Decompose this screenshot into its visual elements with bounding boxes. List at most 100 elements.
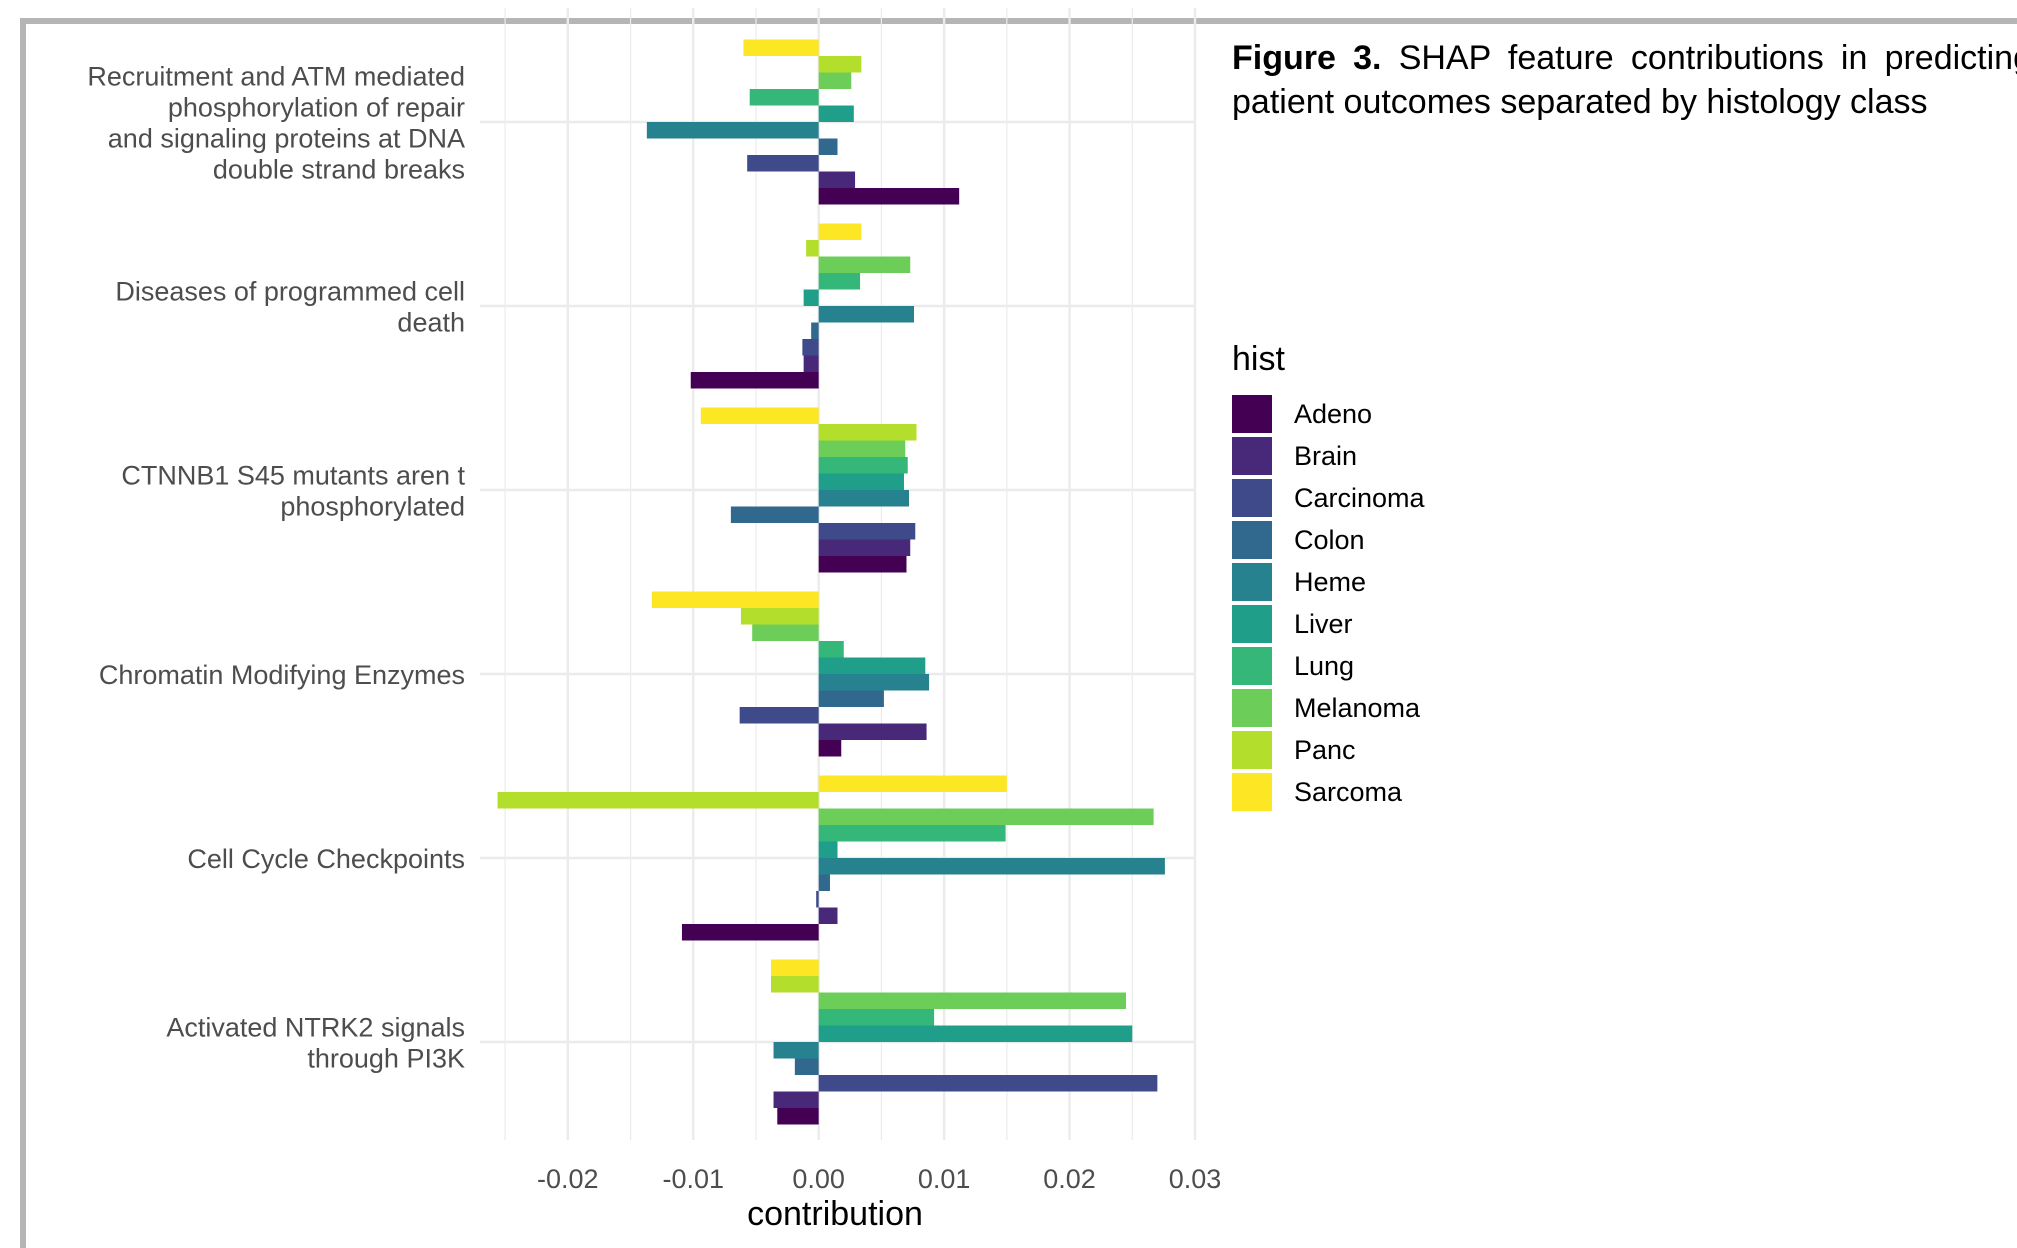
category-label-line: and signaling proteins at DNA	[108, 124, 465, 154]
bar-brain-1	[803, 355, 819, 372]
category-label-line: Recruitment and ATM mediated	[87, 62, 465, 92]
legend-key	[1232, 605, 1272, 643]
category-label-line: phosphorylated	[280, 492, 465, 522]
bar-colon-3	[818, 690, 884, 707]
bar-panc-4	[497, 792, 819, 809]
bar-carcinoma-1	[802, 339, 819, 356]
bar-liver-5	[818, 1025, 1133, 1042]
bar-brain-0	[818, 171, 856, 188]
legend-key	[1232, 773, 1272, 811]
legend-item-panc: Panc	[1232, 729, 1425, 771]
bar-heme-5	[773, 1042, 819, 1059]
bar-colon-0	[818, 138, 838, 155]
category-label: Chromatin Modifying Enzymes	[99, 660, 465, 690]
bar-heme-0	[646, 122, 819, 139]
x-tick-label: -0.02	[537, 1164, 599, 1194]
bar-colon-2	[730, 506, 819, 523]
bar-adeno-5	[777, 1108, 819, 1125]
bar-heme-1	[818, 306, 915, 323]
legend-key	[1232, 647, 1272, 685]
bar-panc-5	[771, 976, 819, 993]
legend-label: Adeno	[1294, 398, 1373, 429]
category-label: Activated NTRK2 signals through PI3K	[166, 1013, 465, 1074]
bar-lung-1	[818, 273, 861, 290]
category-label-line: Cell Cycle Checkpoints	[187, 844, 465, 874]
category-labels: Recruitment and ATM mediated phosphorylat…	[87, 62, 465, 1074]
bar-colon-4	[818, 874, 830, 891]
legend-item-lung: Lung	[1232, 645, 1425, 687]
bar-lung-4	[818, 825, 1006, 842]
legend-key	[1232, 563, 1272, 601]
bar-sarcoma-4	[818, 775, 1007, 792]
bar-heme-2	[818, 490, 909, 507]
category-label: CTNNB1 S45 mutants aren t phosphorylated	[121, 461, 465, 522]
legend-item-heme: Heme	[1232, 561, 1425, 603]
legend-label: Lung	[1294, 650, 1355, 681]
x-axis-title: contribution	[747, 1195, 923, 1233]
figure-caption: Figure 3. SHAP feature contributions in …	[1232, 36, 2017, 124]
bar-panc-2	[818, 424, 917, 441]
bar-adeno-2	[818, 556, 907, 573]
bar-melanoma-3	[752, 624, 819, 641]
category-label-line: Activated NTRK2 signals	[166, 1013, 465, 1043]
bar-sarcoma-1	[818, 223, 862, 240]
bar-colon-1	[811, 322, 819, 339]
bar-liver-2	[818, 473, 904, 490]
legend-key	[1232, 437, 1272, 475]
legend-label: Colon	[1294, 524, 1365, 555]
legend-label: Liver	[1294, 608, 1353, 639]
bar-panc-1	[806, 240, 819, 257]
bar-sarcoma-5	[771, 959, 819, 976]
bar-carcinoma-0	[747, 155, 819, 172]
category-label-line: Diseases of programmed cell	[115, 277, 465, 307]
bar-melanoma-4	[818, 808, 1154, 825]
category-label-line: phosphorylation of repair	[168, 93, 465, 123]
legend-title: hist	[1232, 340, 1285, 378]
legend-label: Heme	[1294, 566, 1367, 597]
bar-melanoma-1	[818, 256, 911, 273]
legend-label: Carcinoma	[1294, 482, 1425, 513]
bar-melanoma-0	[818, 72, 852, 89]
x-tick-label: -0.01	[662, 1164, 724, 1194]
bar-colon-5	[794, 1058, 819, 1075]
bar-brain-5	[773, 1091, 819, 1108]
x-tick-label: 0.01	[918, 1164, 971, 1194]
legend-item-sarcoma: Sarcoma	[1232, 771, 1425, 813]
bar-sarcoma-0	[743, 39, 819, 56]
bar-carcinoma-2	[818, 523, 916, 540]
bar-liver-3	[818, 657, 926, 674]
bar-carcinoma-4	[816, 891, 819, 908]
category-label-line: Chromatin Modifying Enzymes	[99, 660, 465, 690]
x-tick-label: 0.03	[1169, 1164, 1222, 1194]
bar-lung-3	[818, 641, 844, 658]
x-tick-labels: -0.02 -0.01 0.00 0.01 0.02 0.03	[537, 1164, 1221, 1194]
bar-liver-1	[803, 289, 819, 306]
x-tick-label: 0.00	[792, 1164, 845, 1194]
legend-label: Brain	[1294, 440, 1358, 471]
bar-brain-2	[818, 539, 911, 556]
legend-key	[1232, 689, 1272, 727]
bars	[497, 39, 1165, 1125]
legend-items: Adeno Brain Carcinoma Colon Heme Liver Lung Mel…	[1232, 393, 1425, 813]
category-label: Cell Cycle Checkpoints	[187, 844, 465, 874]
category-label: Recruitment and ATM mediated phosphorylat…	[87, 62, 465, 185]
legend-label: Sarcoma	[1294, 776, 1403, 807]
bar-panc-3	[740, 608, 819, 625]
bar-adeno-4	[681, 924, 819, 941]
bar-sarcoma-3	[651, 591, 819, 608]
bar-heme-3	[818, 674, 930, 691]
legend-key	[1232, 479, 1272, 517]
bar-carcinoma-5	[818, 1075, 1158, 1092]
bar-sarcoma-2	[700, 407, 819, 424]
legend-key	[1232, 731, 1272, 769]
legend-key	[1232, 395, 1272, 433]
bar-heme-4	[818, 858, 1165, 875]
bar-adeno-3	[818, 740, 842, 757]
legend-item-brain: Brain	[1232, 435, 1425, 477]
bar-liver-0	[818, 105, 854, 122]
category-label: Diseases of programmed cell death	[115, 277, 465, 338]
legend-label: Melanoma	[1294, 692, 1421, 723]
legend-key	[1232, 521, 1272, 559]
caption-text: SHAP feature contributions in predicting…	[1232, 39, 2017, 121]
